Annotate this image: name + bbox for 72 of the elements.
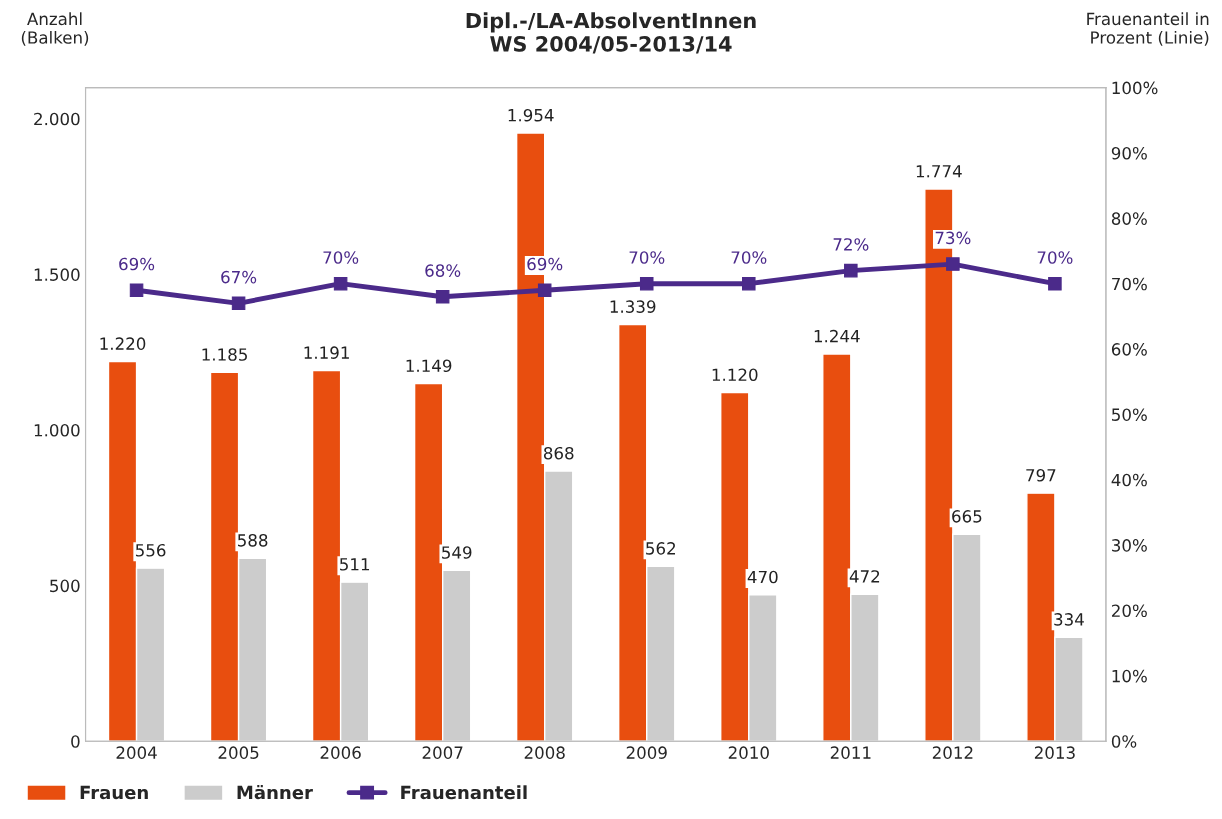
data-label: 1.220 [100, 337, 146, 350]
y-tick-label: 500 [50, 579, 80, 593]
legend-label: Frauen [80, 785, 148, 800]
data-label: 68% [425, 264, 461, 277]
y-tick-label: 1.000 [34, 423, 80, 437]
y2-tick-label: 70% [1112, 277, 1147, 291]
x-tick-label: 2007 [422, 746, 463, 759]
data-label: 472 [849, 570, 880, 583]
legend-label: Männer [237, 785, 313, 800]
point [435, 290, 450, 304]
data-label: 1.185 [202, 348, 247, 361]
data-label: 511 [340, 558, 370, 571]
x-tick-label: 2008 [524, 746, 565, 759]
y2-tick-label: 20% [1111, 604, 1147, 618]
y-tick-label: 2.000 [34, 112, 80, 126]
data-label: 72% [833, 238, 869, 251]
point [639, 276, 654, 291]
point [946, 257, 960, 271]
point [333, 276, 348, 291]
x-tick-label: 2011 [830, 746, 871, 759]
data-label: 1.339 [610, 300, 656, 313]
data-label: 868 [543, 446, 574, 460]
data-label: 1.149 [406, 359, 452, 373]
data-label: 549 [442, 546, 472, 559]
data-label: 69% [527, 257, 563, 271]
data-label: 1.191 [304, 346, 349, 359]
y2-tick-label: 30% [1112, 539, 1147, 552]
data-label: 1.774 [916, 165, 962, 178]
x-tick-label: 2012 [932, 746, 973, 759]
x-tick-label: 2006 [320, 746, 361, 759]
data-label: 588 [238, 534, 268, 547]
data-label: 797 [1026, 468, 1056, 482]
point [231, 296, 246, 311]
y2-tick-label: 80% [1111, 212, 1147, 225]
data-label: 67% [221, 270, 257, 284]
point [742, 276, 756, 291]
data-label: 70% [1037, 251, 1073, 264]
point [844, 263, 858, 278]
y2-tick-label: 90% [1111, 146, 1147, 160]
data-label: 470 [747, 570, 778, 584]
y2-tick-label: 0% [1111, 735, 1137, 748]
x-tick-label: 2013 [1034, 746, 1075, 759]
x-tick-label: 2010 [728, 746, 769, 759]
y2-axis-title: Frauenanteil in Prozent (Linie) [1087, 12, 1209, 46]
data-label: 70% [629, 251, 665, 264]
y2-tick-label: 40% [1111, 473, 1147, 487]
y2-tick-label: 50% [1112, 408, 1147, 421]
data-label: 70% [323, 251, 359, 264]
data-label: 70% [731, 251, 767, 264]
data-label: 1.954 [508, 108, 554, 122]
y2-tick-label: 60% [1111, 343, 1147, 356]
legend-label: Frauenanteil [401, 785, 527, 800]
x-tick-label: 2004 [116, 746, 157, 759]
data-label: 334 [1054, 613, 1084, 626]
y-axis-title: Anzahl (Balken) [21, 12, 89, 46]
data-label: 556 [135, 543, 166, 557]
data-label: 1.120 [712, 368, 758, 382]
data-label: 69% [119, 257, 155, 271]
data-label: 1.244 [814, 329, 860, 343]
data-label: 665 [952, 510, 982, 523]
y2-tick-label: 10% [1112, 669, 1147, 683]
point [129, 283, 144, 298]
point [1048, 276, 1062, 291]
y-tick-label: 0 [71, 735, 80, 748]
point [537, 283, 552, 298]
data-label: 73% [935, 231, 971, 245]
y-tick-label: 1.500 [34, 268, 80, 281]
chart-title: Dipl.-/LA-AbsolventInnen WS 2004/05-2013/14 [466, 12, 756, 54]
x-tick-label: 2005 [218, 746, 259, 759]
data-label: 562 [646, 542, 676, 555]
y2-tick-label: 100% [1112, 81, 1158, 95]
x-tick-label: 2009 [626, 746, 667, 759]
